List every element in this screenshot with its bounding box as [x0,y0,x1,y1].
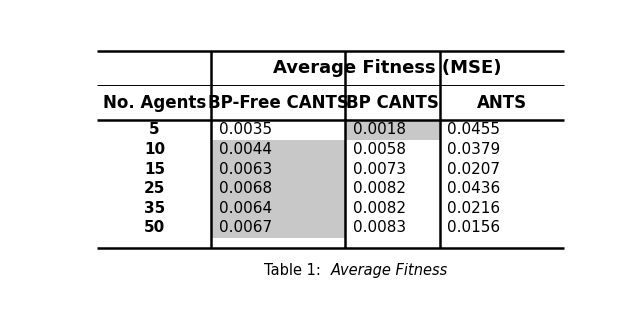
Text: 0.0082: 0.0082 [353,181,406,196]
Bar [211,140,346,159]
Text: 0.0044: 0.0044 [219,142,272,157]
Text: 0.0216: 0.0216 [447,201,500,216]
Text: 0.0067: 0.0067 [219,220,272,235]
Text: 5: 5 [149,122,160,137]
Text: 0.0064: 0.0064 [219,201,272,216]
Bar [211,218,346,237]
Text: 50: 50 [144,220,165,235]
Text: 10: 10 [144,142,165,157]
Text: 0.0083: 0.0083 [353,220,406,235]
Text: 0.0068: 0.0068 [219,181,272,196]
Text: ANTS: ANTS [477,93,527,112]
Bar [211,179,346,198]
Bar [211,198,346,218]
Text: 0.0018: 0.0018 [353,122,406,137]
Text: BP CANTS: BP CANTS [346,93,439,112]
Text: 0.0082: 0.0082 [353,201,406,216]
Text: 0.0156: 0.0156 [447,220,500,235]
Text: 25: 25 [144,181,165,196]
Text: No. Agents: No. Agents [103,93,206,112]
Text: 0.0073: 0.0073 [353,162,406,176]
Text: 0.0207: 0.0207 [447,162,500,176]
Text: 0.0436: 0.0436 [447,181,500,196]
Text: 0.0063: 0.0063 [219,162,272,176]
Text: 0.0379: 0.0379 [447,142,500,157]
Text: Average Fitness (MSE): Average Fitness (MSE) [273,59,502,77]
Text: BP-Free CANTS: BP-Free CANTS [208,93,349,112]
Text: Table 1:: Table 1: [264,263,330,278]
Text: Average Fitness: Average Fitness [330,263,448,278]
Text: 35: 35 [144,201,165,216]
Text: 0.0455: 0.0455 [447,122,500,137]
Text: 0.0035: 0.0035 [219,122,272,137]
Text: 0.0058: 0.0058 [353,142,406,157]
Bar [211,159,346,179]
Text: 15: 15 [144,162,165,176]
Bar [346,120,440,140]
